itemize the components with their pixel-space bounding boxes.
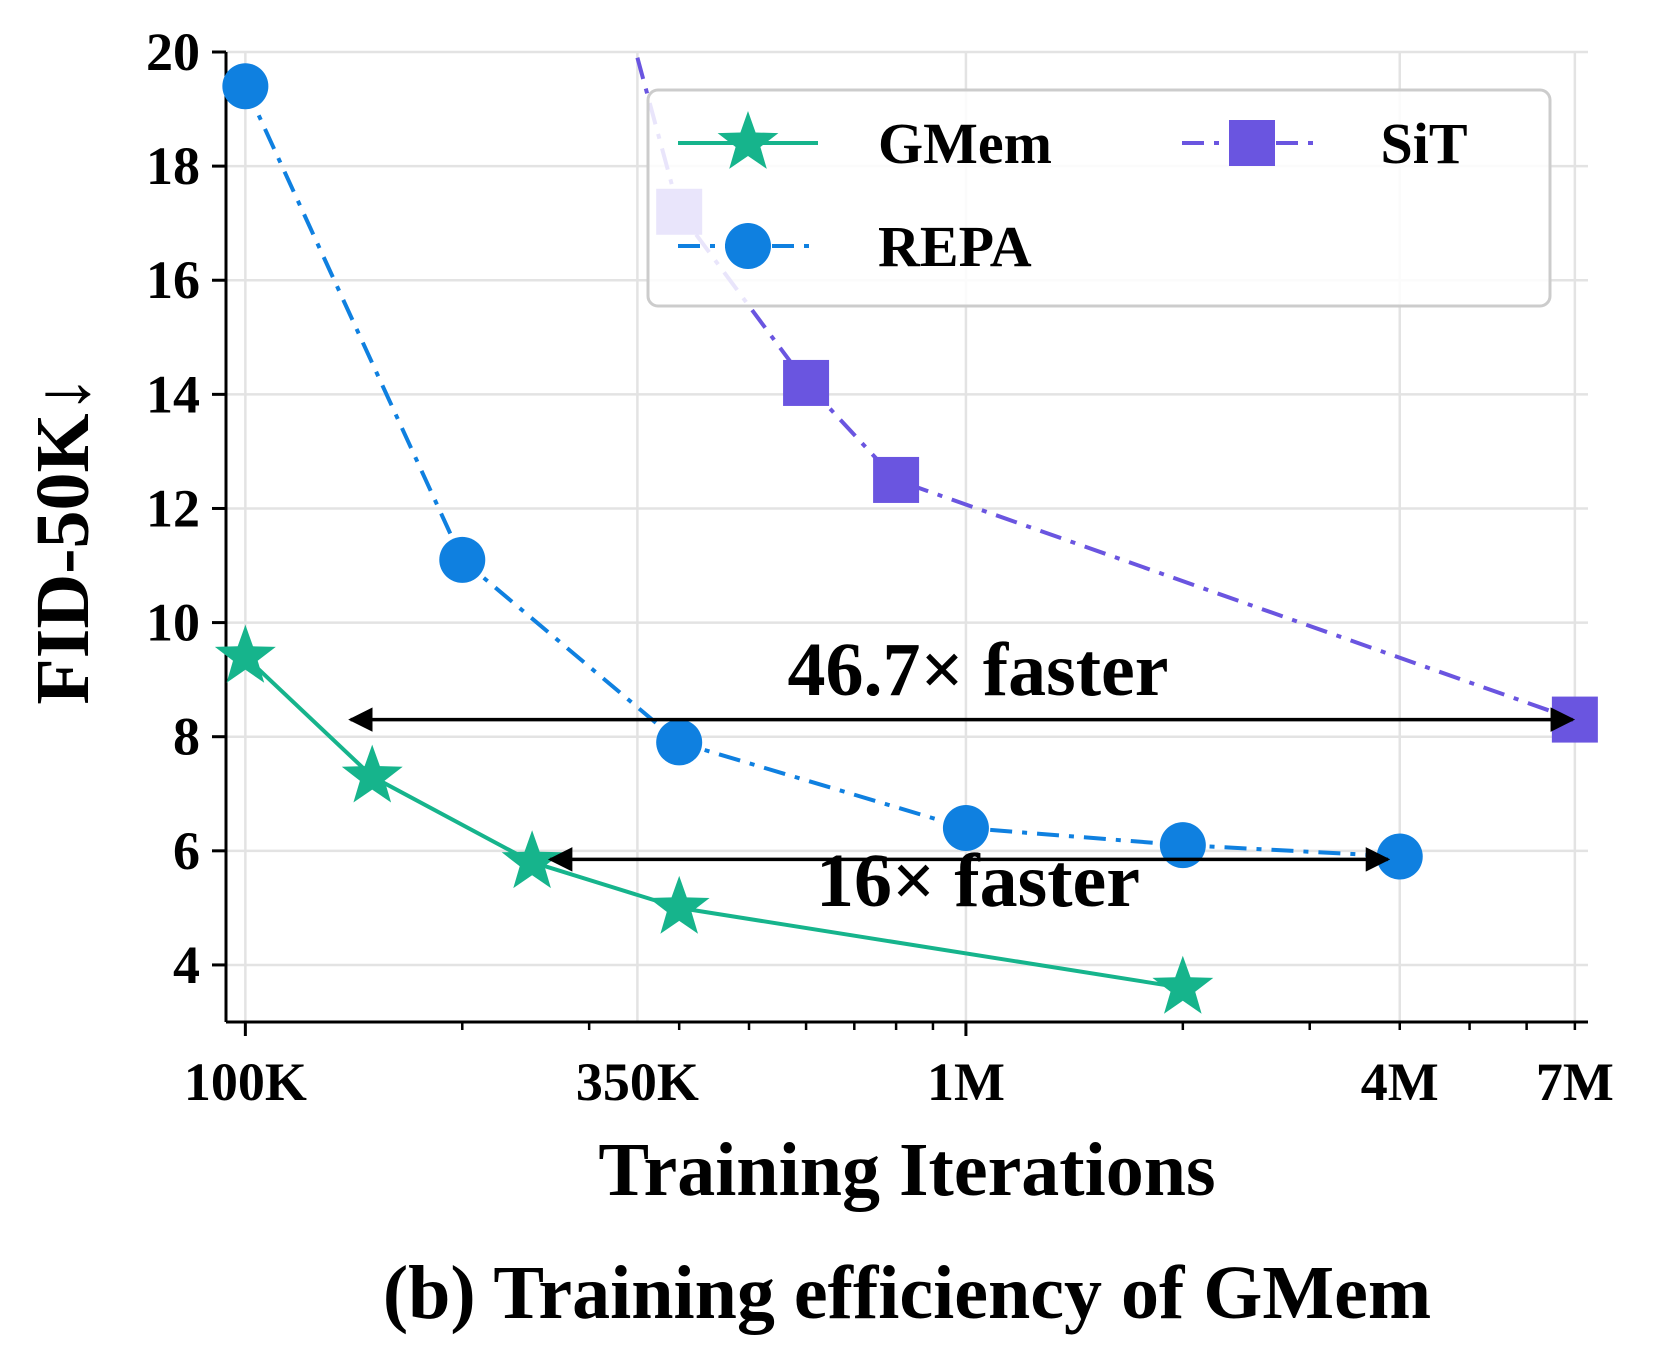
point-repa [222,63,269,110]
speedup-label: 46.7× faster [788,628,1169,712]
chart-caption: (b) Training efficiency of GMem [383,1251,1431,1335]
point-gmem [1152,955,1214,1014]
legend-marker-gmem [717,111,779,169]
point-repa [1159,822,1206,869]
point-sit [873,456,920,503]
annotations: 46.7× faster 16× faster [348,628,1576,923]
legend: GMem SiT REPA [646,88,1552,308]
y-tick-label: 16 [146,250,200,310]
point-gmem [648,875,710,934]
point-repa [1376,833,1423,880]
point-gmem [341,744,403,803]
legend-box [646,88,1552,308]
x-tick-label: 7M [1536,1052,1614,1112]
y-tick-label: 18 [146,136,200,196]
legend-label-gmem: GMem [878,111,1052,176]
legend-marker-sit [1229,120,1275,166]
point-gmem [501,830,563,889]
x-axis-title: Training Iterations [598,1128,1215,1212]
y-tick-label: 14 [146,364,200,424]
legend-label-repa: REPA [878,214,1032,279]
y-axis-title: FID-50K↓ [21,375,105,704]
x-tick-label: 100K [184,1052,307,1112]
x-tick-label: 350K [576,1052,699,1112]
point-gmem [214,624,276,683]
legend-label-sit: SiT [1380,111,1467,176]
y-tick-label: 20 [146,22,200,82]
speedup-label: 16× faster [816,839,1140,923]
y-tick-label: 12 [146,478,200,538]
point-sit [783,359,830,406]
x-tick-label: 1M [927,1052,1005,1112]
legend-marker-repa [725,223,771,269]
point-repa [942,805,989,851]
axis-ticks: 4 6 8 10 12 14 16 18 20 100K 350K 1M 4M 7M [146,22,1614,1112]
point-repa [439,536,486,583]
point-repa [656,719,703,766]
y-tick-label: 10 [146,593,200,653]
y-tick-label: 6 [173,821,200,881]
y-tick-label: 4 [173,935,200,995]
x-tick-label: 4M [1361,1052,1439,1112]
y-tick-label: 8 [173,707,200,767]
series-line-repa [243,85,1400,859]
